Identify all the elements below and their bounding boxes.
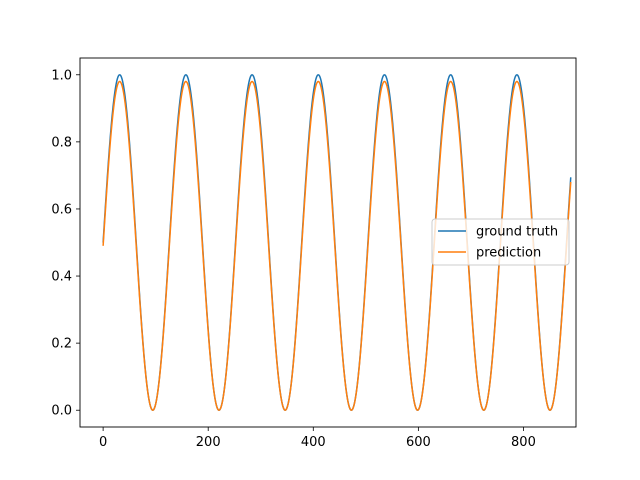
y-tick-label: 0.0 bbox=[51, 404, 72, 419]
y-tick-label: 0.8 bbox=[51, 135, 72, 150]
y-tick-label: 0.6 bbox=[51, 202, 72, 217]
plot-frame bbox=[79, 57, 577, 428]
y-axis: 0.0 0.2 0.4 0.6 0.8 1.0 bbox=[51, 68, 80, 419]
x-axis: 0 200 400 600 800 bbox=[99, 427, 536, 450]
x-tick-label: 400 bbox=[301, 435, 326, 450]
y-tick-label: 0.4 bbox=[51, 270, 72, 285]
y-tick-label: 0.2 bbox=[51, 337, 72, 352]
x-tick-label: 800 bbox=[511, 435, 536, 450]
legend-box bbox=[431, 218, 570, 266]
x-tick-label: 200 bbox=[196, 435, 221, 450]
y-tick-label: 1.0 bbox=[51, 68, 72, 83]
series-layer bbox=[102, 74, 572, 411]
series-line-prediction bbox=[102, 80, 572, 411]
legend-label: prediction bbox=[476, 246, 541, 261]
legend-label: ground truth bbox=[476, 225, 558, 240]
x-tick-label: 600 bbox=[406, 435, 431, 450]
x-tick-label: 0 bbox=[99, 435, 107, 450]
legend: ground truth prediction bbox=[431, 218, 570, 266]
